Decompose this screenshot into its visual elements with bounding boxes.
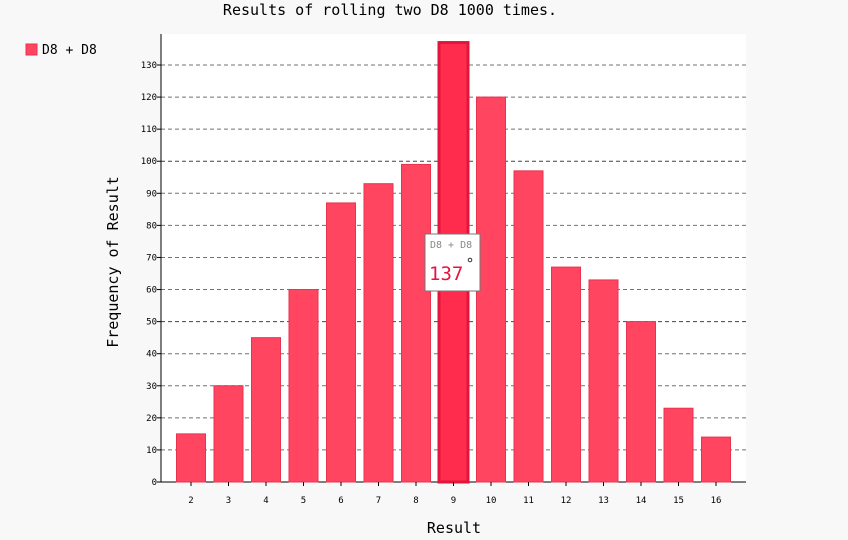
x-tick-label: 14 [636, 496, 647, 506]
bar-14[interactable] [626, 321, 656, 483]
bar-13[interactable] [588, 279, 619, 483]
bar-11[interactable] [513, 170, 544, 483]
x-tick-label: 10 [486, 496, 497, 506]
y-tick-label: 70 [146, 253, 157, 263]
chart-title: Results of rolling two D8 1000 times. [223, 1, 557, 19]
tooltip: D8 + D8 137 [424, 233, 481, 292]
y-tick-label: 100 [141, 157, 157, 167]
bar-15[interactable] [663, 407, 694, 483]
bar-12[interactable] [551, 266, 581, 483]
y-axis-ticks: 0 10 20 30 40 50 60 70 80 90 100 110 120 130 [141, 61, 161, 488]
tooltip-marker-icon [467, 257, 473, 263]
y-tick-label: 0 [152, 478, 157, 488]
x-tick-label: 11 [523, 496, 534, 506]
tooltip-value: 137 [429, 263, 463, 285]
y-tick-label: 20 [146, 414, 157, 424]
y-tick-label: 80 [146, 221, 157, 231]
x-axis-title: Result [427, 519, 481, 537]
x-tick-label: 2 [188, 496, 193, 506]
x-tick-label: 16 [711, 496, 722, 506]
bar-4[interactable] [251, 337, 281, 483]
x-tick-label: 8 [413, 496, 418, 506]
tooltip-box [424, 233, 481, 292]
y-axis-title: Frequency of Result [104, 176, 122, 348]
x-tick-label: 4 [263, 496, 268, 506]
x-tick-label: 9 [451, 496, 456, 506]
legend-label[interactable]: D8 + D8 [42, 43, 97, 58]
bar-8[interactable] [401, 163, 431, 483]
bar-5[interactable] [288, 289, 319, 483]
bar-10[interactable] [476, 96, 506, 483]
y-tick-label: 10 [146, 446, 157, 456]
bar-2[interactable] [176, 433, 206, 483]
x-axis-ticks: 2 3 4 5 6 7 8 9 10 11 12 13 14 15 16 [188, 482, 721, 506]
legend[interactable]: D8 + D8 [25, 43, 97, 58]
x-tick-label: 12 [561, 496, 572, 506]
x-tick-label: 3 [226, 496, 231, 506]
x-tick-label: 7 [376, 496, 381, 506]
y-tick-label: 120 [141, 93, 157, 103]
y-tick-label: 90 [146, 189, 157, 199]
bar-7[interactable] [363, 183, 394, 483]
y-tick-label: 30 [146, 382, 157, 392]
x-tick-label: 13 [598, 496, 609, 506]
y-tick-label: 130 [141, 61, 157, 71]
y-tick-label: 50 [146, 318, 157, 328]
x-tick-label: 5 [301, 496, 306, 506]
legend-swatch[interactable] [25, 43, 38, 56]
y-tick-label: 40 [146, 350, 157, 360]
bar-16[interactable] [701, 436, 731, 483]
x-tick-label: 15 [673, 496, 684, 506]
bars [176, 41, 731, 484]
bar-6[interactable] [326, 202, 356, 483]
tooltip-series-label: D8 + D8 [430, 240, 472, 251]
y-tick-label: 60 [146, 286, 157, 296]
x-tick-label: 6 [338, 496, 343, 506]
bar-3[interactable] [213, 385, 244, 483]
y-tick-label: 110 [141, 125, 157, 135]
